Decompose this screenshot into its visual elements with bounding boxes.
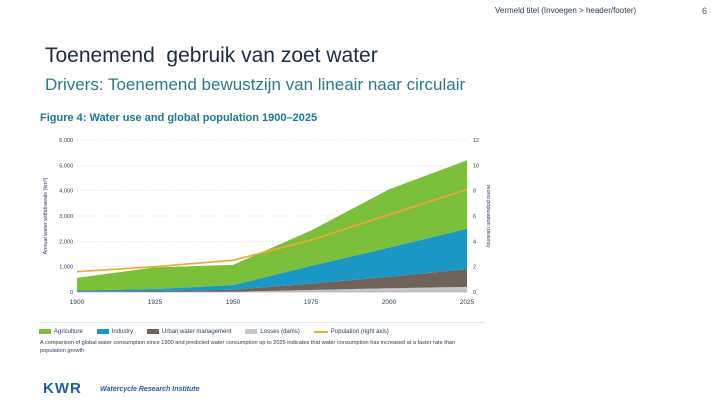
header-text: Vermeld titel (Invoegen > header/footer) <box>495 6 637 15</box>
slide-title: Toenemend gebruik van zoet water <box>45 44 378 67</box>
x-tick-label: 1925 <box>148 299 163 306</box>
legend-swatch-industry <box>96 329 109 334</box>
kwr-logo: KWR <box>43 380 82 397</box>
y-right-tick-label: 4 <box>473 239 476 245</box>
legend-item-losses: Losses (dams) <box>245 328 300 335</box>
y-right-tick-label: 10 <box>473 163 479 169</box>
y-left-tick-label: 6,000 <box>59 138 73 144</box>
y-right-tick-label: 0 <box>473 290 476 296</box>
kwr-tagline: Watercycle Research Institute <box>100 386 200 393</box>
legend-label-agriculture: Agriculture <box>54 328 83 335</box>
figure-caption: A comparison of global water consumption… <box>40 340 456 354</box>
legend-swatch-agriculture <box>39 329 51 334</box>
x-tick-label: 1900 <box>70 299 85 306</box>
legend-line-population <box>313 330 328 333</box>
legend-swatch-urban <box>147 329 160 334</box>
figure-title: Figure 4: Water use and global populatio… <box>40 112 318 124</box>
area-industry <box>77 228 467 292</box>
legend-swatch-losses <box>245 329 258 334</box>
slide-subtitle: Drivers: Toenemend bewustzijn van lineai… <box>45 75 466 94</box>
x-tick-label: 1975 <box>304 299 319 306</box>
chart: 0 1,000 2,000 3,000 4,000 5,000 6,000 0 2 4 6 8 10 12… <box>43 138 490 306</box>
y-left-tick-label: 3,000 <box>59 214 73 220</box>
area-agriculture <box>77 160 467 291</box>
x-tick-label: 2000 <box>382 299 397 306</box>
x-tick-label: 1950 <box>226 299 241 306</box>
figure-panel: Figure 4: Water use and global populatio… <box>37 108 490 365</box>
legend-label-losses: Losses (dams) <box>260 328 300 335</box>
chart-legend: Agriculture Industry Urban water managem… <box>39 322 485 338</box>
y-right-tick-label: 2 <box>473 265 476 271</box>
y-right-tick-label: 8 <box>473 189 476 195</box>
y-left-tick-label: 4,000 <box>59 189 73 195</box>
legend-item-industry: Industry <box>96 328 134 335</box>
legend-label-population: Population (right axis) <box>330 328 389 335</box>
legend-item-urban: Urban water management <box>147 329 231 335</box>
y-left-tick-label: 0 <box>70 290 73 296</box>
y-left-tick-label: 1,000 <box>59 265 73 271</box>
y-left-tick-label: 5,000 <box>59 163 73 169</box>
y-right-axis-title: World population (billions) <box>485 184 490 247</box>
legend-item-population: Population (right axis) <box>313 328 389 335</box>
area-losses-dams- <box>77 286 467 292</box>
y-right-tick-label: 6 <box>473 214 476 220</box>
legend-label-industry: Industry <box>111 328 134 335</box>
y-left-axis-title: Annual water withdrawals (km³) <box>43 177 49 254</box>
area-urban-water-management <box>77 269 467 292</box>
y-right-tick-label: 12 <box>473 138 479 144</box>
x-tick-label: 2025 <box>460 299 475 306</box>
legend-label-urban: Urban water management <box>162 328 232 335</box>
y-left-tick-label: 2,000 <box>59 239 73 245</box>
page-number: 6 <box>702 6 708 16</box>
legend-item-agriculture: Agriculture <box>39 329 83 335</box>
population-line <box>76 188 468 273</box>
